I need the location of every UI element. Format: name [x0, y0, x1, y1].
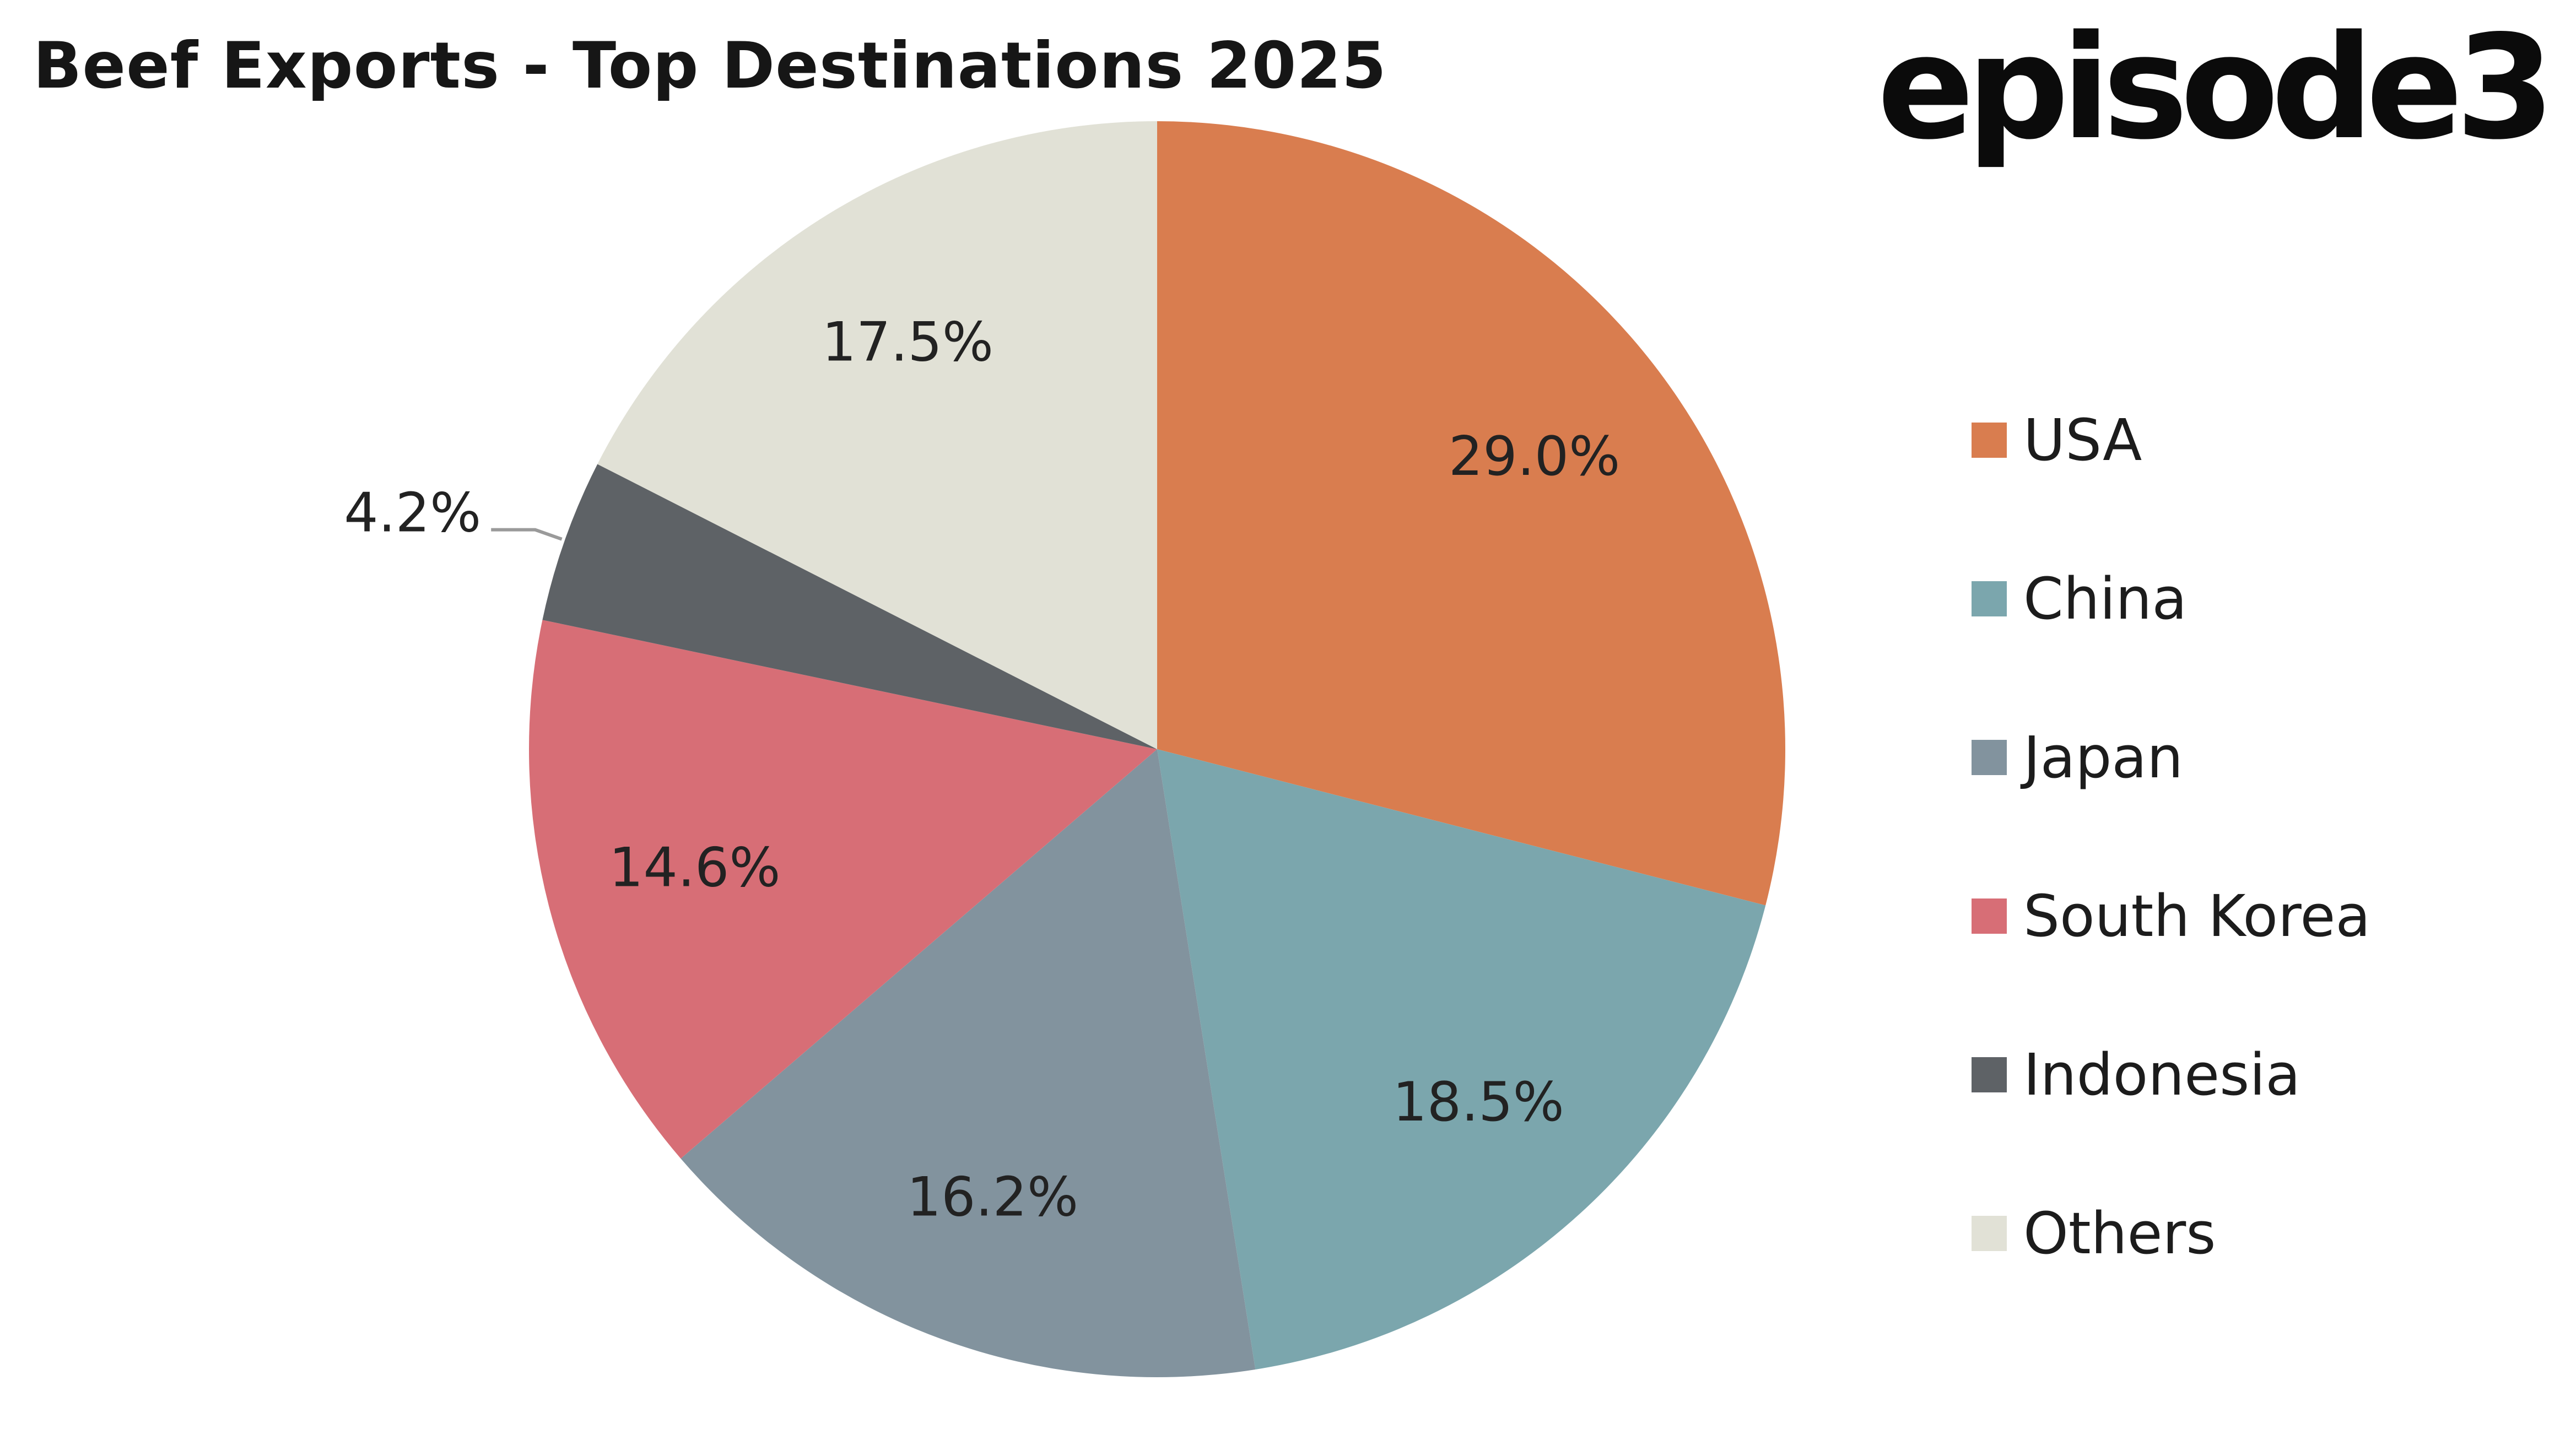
pie-slice-others	[597, 121, 1157, 749]
pie-slice-south-korea	[529, 620, 1158, 1159]
slice-label-others: 17.5%	[822, 311, 993, 374]
pie-slice-indonesia	[542, 464, 1158, 749]
slice-label-indonesia: 4.2%	[344, 482, 481, 545]
legend-item-usa: USA	[1972, 361, 2370, 519]
legend-swatch-china	[1972, 581, 2007, 616]
leader-line-indonesia	[491, 528, 563, 541]
legend-item-japan: Japan	[1972, 678, 2370, 837]
legend-item-china: China	[1972, 519, 2370, 678]
legend-label-indonesia: Indonesia	[2023, 1041, 2300, 1108]
legend-label-japan: Japan	[2023, 724, 2184, 791]
brand-logo: episode3	[1877, 5, 2555, 171]
chart-legend: USA China Japan South Korea Indonesia Others	[1972, 361, 2370, 1313]
chart-title: Beef Exports - Top Destinations 2025	[33, 29, 1387, 103]
legend-swatch-others	[1972, 1216, 2007, 1251]
legend-item-south-korea: South Korea	[1972, 837, 2370, 995]
slice-label-china: 18.5%	[1392, 1071, 1564, 1134]
leader-lines	[491, 528, 563, 541]
legend-label-south-korea: South Korea	[2023, 883, 2371, 950]
legend-label-china: China	[2023, 565, 2188, 632]
slice-label-japan: 16.2%	[907, 1166, 1078, 1228]
legend-item-indonesia: Indonesia	[1972, 995, 2370, 1154]
pie-slices	[529, 121, 1785, 1377]
legend-label-others: Others	[2023, 1200, 2216, 1267]
pie-slice-usa	[1157, 121, 1785, 906]
legend-swatch-indonesia	[1972, 1057, 2007, 1092]
legend-label-usa: USA	[2023, 407, 2142, 474]
legend-swatch-japan	[1972, 740, 2007, 775]
slice-labels: 29.0% 18.5% 16.2% 14.6% 4.2% 17.5%	[344, 311, 1620, 1228]
slice-label-south-korea: 14.6%	[609, 836, 780, 899]
legend-swatch-usa	[1972, 423, 2007, 458]
legend-swatch-south-korea	[1972, 898, 2007, 934]
pie-slice-china	[1157, 749, 1766, 1370]
pie-slice-japan	[681, 749, 1256, 1377]
slice-label-usa: 29.0%	[1449, 425, 1620, 488]
legend-item-others: Others	[1972, 1154, 2370, 1313]
